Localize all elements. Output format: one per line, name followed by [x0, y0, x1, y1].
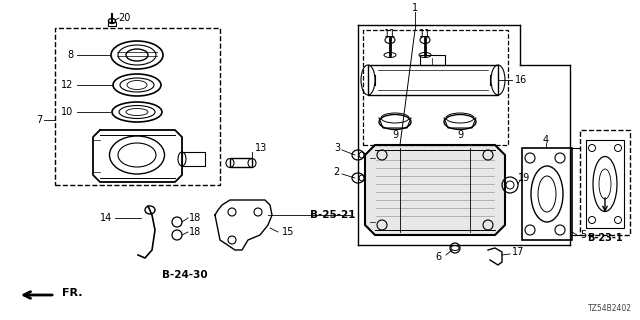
Text: B-24-30: B-24-30 [162, 270, 208, 280]
Bar [420, 55, 445, 65]
Bar [55, 28, 220, 185]
Text: 20: 20 [118, 13, 130, 23]
Text: 12: 12 [61, 80, 73, 90]
Text: 13: 13 [255, 143, 268, 153]
Bar [230, 158, 252, 167]
Text: 9: 9 [392, 130, 398, 140]
Text: 18: 18 [189, 213, 201, 223]
Bar [522, 148, 572, 240]
Bar [108, 22, 116, 26]
Bar [182, 152, 205, 166]
Text: 7: 7 [36, 115, 42, 125]
Bar [363, 30, 508, 145]
Text: 19: 19 [518, 173, 530, 183]
Text: FR.: FR. [62, 288, 83, 298]
Text: B-25-21: B-25-21 [310, 210, 355, 220]
Bar [368, 65, 498, 95]
Text: 11: 11 [419, 29, 431, 39]
Text: 9: 9 [457, 130, 463, 140]
Text: 15: 15 [282, 227, 294, 237]
Polygon shape [365, 145, 505, 235]
Text: TZ54B2402: TZ54B2402 [588, 304, 632, 313]
Text: 6: 6 [436, 252, 442, 262]
Text: 10: 10 [61, 107, 73, 117]
Text: 8: 8 [67, 50, 73, 60]
Bar [586, 140, 624, 228]
Text: 11: 11 [384, 29, 396, 39]
Text: 3: 3 [334, 143, 340, 153]
Text: 4: 4 [543, 135, 549, 145]
Text: 17: 17 [512, 247, 524, 257]
Text: B-23-1: B-23-1 [587, 233, 623, 243]
Text: 18: 18 [189, 227, 201, 237]
Text: 5: 5 [580, 230, 586, 240]
Text: 16: 16 [515, 75, 527, 85]
Text: 1: 1 [412, 3, 418, 13]
Bar [580, 130, 630, 235]
Text: 14: 14 [100, 213, 112, 223]
Text: 2: 2 [333, 167, 340, 177]
